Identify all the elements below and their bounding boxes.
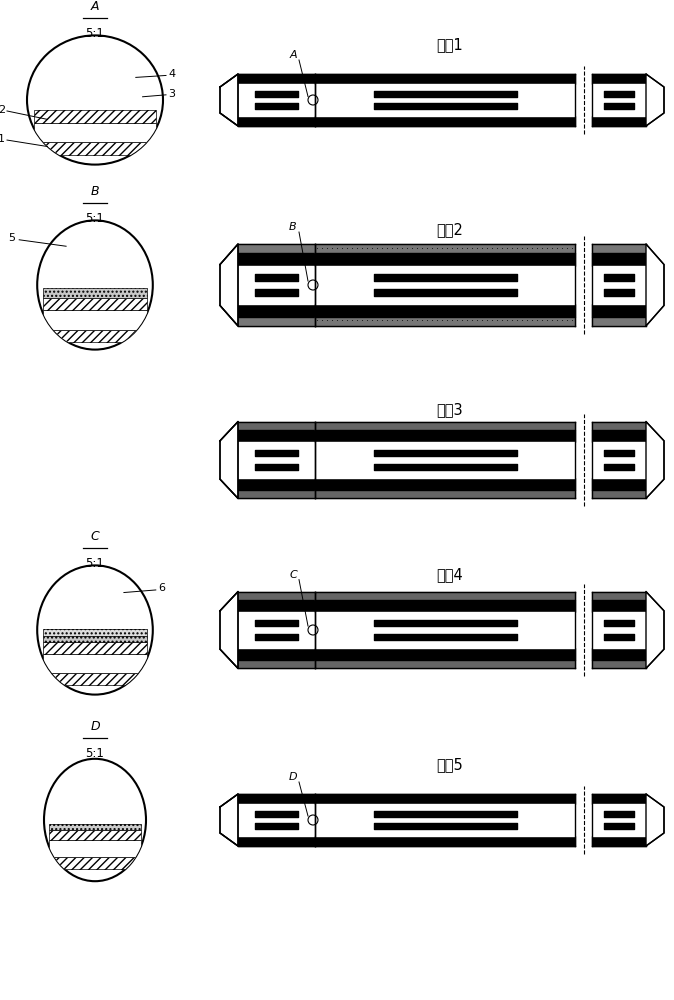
Text: 步骤4: 步骤4 (437, 568, 464, 582)
Bar (34, 110, 156, 123)
Ellipse shape (27, 35, 163, 165)
Bar (34, 123, 156, 142)
Bar (43, 636, 147, 642)
Text: 步骤2: 步骤2 (437, 223, 464, 237)
Text: B: B (91, 185, 99, 198)
Polygon shape (220, 244, 238, 326)
Polygon shape (646, 74, 664, 126)
Polygon shape (220, 422, 238, 498)
Bar (49, 857, 141, 869)
Text: D: D (90, 720, 100, 733)
Polygon shape (646, 244, 664, 326)
Text: D: D (288, 772, 297, 782)
Polygon shape (220, 794, 238, 846)
Bar (34, 142, 156, 155)
Ellipse shape (44, 759, 146, 881)
Text: 6: 6 (158, 583, 165, 593)
Text: A: A (91, 0, 99, 13)
Text: 5:1: 5:1 (86, 212, 104, 225)
Polygon shape (220, 592, 238, 668)
Polygon shape (220, 74, 238, 126)
Bar (43, 298, 147, 310)
Text: 4: 4 (168, 69, 175, 79)
Bar (43, 330, 147, 342)
Bar (43, 629, 147, 636)
Polygon shape (646, 592, 664, 668)
Text: C: C (90, 530, 99, 543)
Text: 步骤5: 步骤5 (437, 758, 464, 772)
Bar (49, 824, 141, 830)
Text: A: A (289, 50, 297, 60)
Ellipse shape (37, 565, 153, 695)
Text: 步骤3: 步骤3 (437, 402, 463, 418)
Bar (43, 654, 147, 673)
Polygon shape (646, 422, 664, 498)
Text: C: C (289, 570, 297, 580)
Text: 步骤1: 步骤1 (437, 37, 464, 52)
Bar (49, 840, 141, 857)
Bar (43, 310, 147, 330)
Polygon shape (646, 794, 664, 846)
Text: B: B (289, 222, 297, 232)
Text: 1: 1 (0, 134, 5, 144)
Text: 5: 5 (8, 233, 16, 243)
Text: 5:1: 5:1 (86, 747, 104, 760)
Text: 2: 2 (0, 105, 5, 115)
Ellipse shape (37, 220, 153, 350)
Bar (43, 673, 147, 685)
Bar (49, 830, 141, 840)
Text: 5:1: 5:1 (86, 557, 104, 570)
Bar (43, 642, 147, 654)
Text: 5:1: 5:1 (86, 27, 104, 40)
Bar (43, 288, 147, 298)
Text: 3: 3 (168, 89, 175, 99)
